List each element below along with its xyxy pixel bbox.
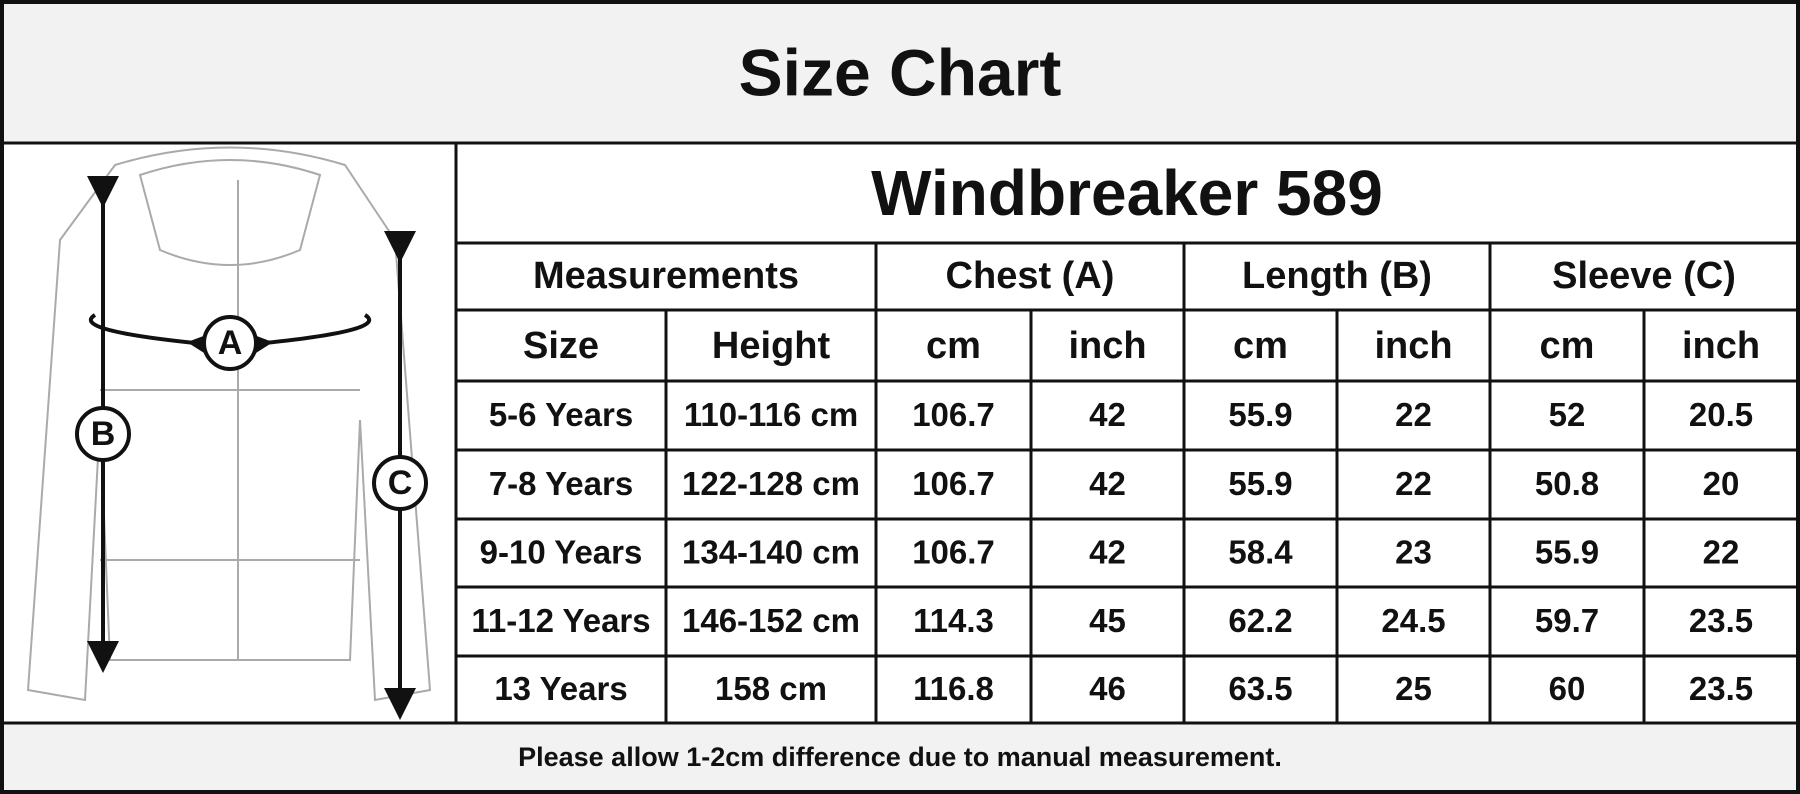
table-cell: 106.7 <box>912 465 995 502</box>
table-cell: 50.8 <box>1535 465 1599 502</box>
footer-band <box>0 723 1800 794</box>
product-title: Windbreaker 589 <box>871 157 1383 229</box>
table-cell: 134-140 cm <box>682 534 860 571</box>
table-cell: 158 cm <box>715 670 827 707</box>
group-header: Measurements <box>533 255 799 297</box>
group-header: Chest (A) <box>946 255 1115 297</box>
table-cell: 42 <box>1089 465 1126 502</box>
sub-header: inch <box>1068 325 1146 367</box>
table-cell: 22 <box>1703 534 1740 571</box>
table-cell: 42 <box>1089 534 1126 571</box>
table-cell: 20.5 <box>1689 396 1753 433</box>
table-cell: 110-116 cm <box>684 396 858 433</box>
sub-header: cm <box>1540 325 1595 367</box>
sub-header: cm <box>1233 325 1288 367</box>
table-cell: 116.8 <box>913 670 994 707</box>
jacket-diagram: A B C <box>26 146 432 720</box>
sub-header: inch <box>1374 325 1452 367</box>
table-cell: 45 <box>1089 602 1126 639</box>
table-cell: 5-6 Years <box>489 396 633 433</box>
table-cell: 55.9 <box>1228 396 1292 433</box>
table-cell: 42 <box>1089 396 1126 433</box>
table-cell: 55.9 <box>1228 465 1292 502</box>
table-cell: 23.5 <box>1689 602 1753 639</box>
table-cell: 58.4 <box>1228 534 1293 571</box>
table-cell: 59.7 <box>1535 602 1599 639</box>
table-cell: 63.5 <box>1228 670 1292 707</box>
title-band <box>0 0 1800 143</box>
sub-header: inch <box>1682 325 1760 367</box>
table-cell: 60 <box>1549 670 1586 707</box>
sub-header: Size <box>523 325 599 367</box>
table-cell: 22 <box>1395 465 1432 502</box>
table-cell: 106.7 <box>912 534 995 571</box>
table-cell: 46 <box>1089 670 1126 707</box>
diagram-label: B <box>91 415 116 453</box>
title: Size Chart <box>739 35 1062 109</box>
table-cell: 7-8 Years <box>489 465 633 502</box>
sub-header: Height <box>712 325 831 367</box>
table-cell: 24.5 <box>1381 602 1445 639</box>
table-cell: 20 <box>1703 465 1740 502</box>
table-cell: 55.9 <box>1535 534 1599 571</box>
group-header: Sleeve (C) <box>1552 255 1736 297</box>
table-cell: 13 Years <box>494 670 627 707</box>
table-cell: 106.7 <box>912 396 995 433</box>
table-cell: 114.3 <box>913 602 994 639</box>
table-cell: 62.2 <box>1228 602 1292 639</box>
table-cell: 9-10 Years <box>480 534 643 571</box>
group-header: Length (B) <box>1242 255 1432 297</box>
table-cell: 11-12 Years <box>471 602 650 639</box>
table-cell: 25 <box>1395 670 1432 707</box>
footer-note: Please allow 1-2cm difference due to man… <box>518 742 1282 772</box>
table-cell: 146-152 cm <box>682 602 860 639</box>
table-cell: 22 <box>1395 396 1432 433</box>
diagram-label: A <box>218 324 243 362</box>
table-cell: 122-128 cm <box>682 465 860 502</box>
table-cell: 52 <box>1549 396 1586 433</box>
table-cell: 23 <box>1395 534 1432 571</box>
table-cell: 23.5 <box>1689 670 1753 707</box>
sub-header: cm <box>926 325 981 367</box>
diagram-label: C <box>388 464 413 502</box>
